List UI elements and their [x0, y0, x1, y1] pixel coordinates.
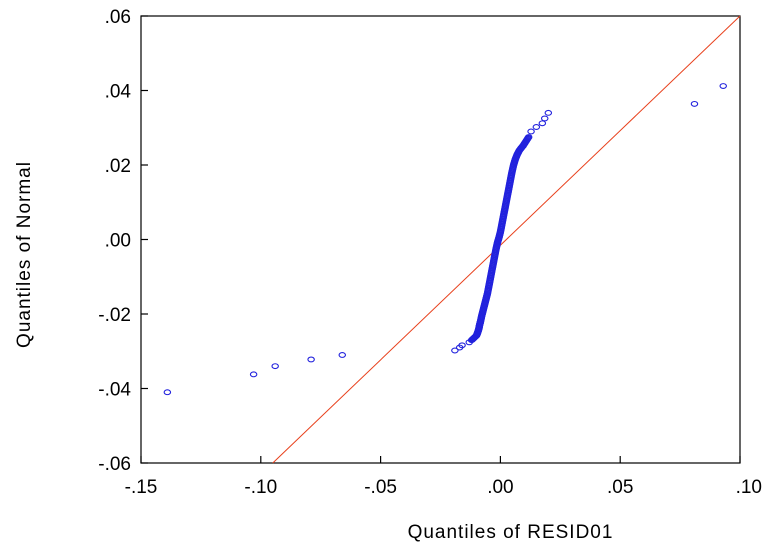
y-tick-label: .04 — [105, 82, 132, 103]
data-point — [249, 371, 258, 378]
data-point — [538, 120, 547, 127]
y-tick-label: -.02 — [98, 305, 131, 326]
data-point — [163, 389, 172, 396]
data-point — [527, 128, 535, 135]
x-axis-title: Quantiles of RESID01 — [408, 522, 614, 543]
data-point — [307, 356, 315, 363]
y-tick-label: .06 — [105, 7, 131, 28]
data-point — [458, 342, 466, 349]
data-points — [163, 83, 727, 396]
data-point — [338, 352, 347, 358]
data-point — [690, 100, 699, 107]
reference-line — [272, 15, 741, 464]
x-axis: -.15 -.10 -.05 .00 .05 .10 — [125, 456, 762, 498]
x-tick-label: -.15 — [125, 477, 158, 498]
data-point — [451, 347, 459, 354]
plot-frame — [140, 15, 741, 464]
x-tick-label: -.10 — [244, 477, 277, 498]
data-point — [532, 124, 541, 130]
y-tick-label: .00 — [105, 231, 131, 252]
x-tick-label: .00 — [487, 477, 513, 498]
x-tick-label: .10 — [736, 477, 762, 498]
y-tick-label: -.06 — [98, 454, 131, 475]
data-point — [524, 134, 533, 141]
y-axis-title: Quantiles of Normal — [14, 161, 35, 348]
x-tick-label: -.05 — [364, 477, 397, 498]
x-tick-label: .05 — [607, 477, 633, 498]
data-point — [540, 115, 549, 122]
y-tick-label: .02 — [105, 156, 131, 177]
data-point — [719, 83, 727, 89]
data-point — [271, 363, 279, 370]
data-point — [544, 109, 553, 116]
y-axis: -.06 -.04 -.02 .00 .02 .04 .06 — [98, 7, 148, 475]
y-tick-label: -.04 — [98, 380, 131, 401]
